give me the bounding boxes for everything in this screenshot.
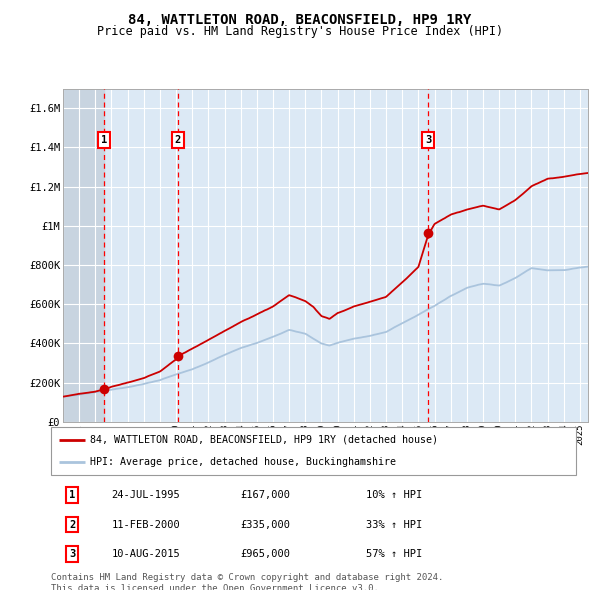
Text: 10-AUG-2015: 10-AUG-2015 — [112, 549, 180, 559]
Text: 84, WATTLETON ROAD, BEACONSFIELD, HP9 1RY: 84, WATTLETON ROAD, BEACONSFIELD, HP9 1R… — [128, 13, 472, 27]
Text: 24-JUL-1995: 24-JUL-1995 — [112, 490, 180, 500]
Text: 33% ↑ HPI: 33% ↑ HPI — [366, 520, 422, 529]
Text: 3: 3 — [69, 549, 75, 559]
Text: 2: 2 — [175, 135, 181, 145]
Text: HPI: Average price, detached house, Buckinghamshire: HPI: Average price, detached house, Buck… — [91, 457, 397, 467]
Text: 1: 1 — [69, 490, 75, 500]
Text: 3: 3 — [425, 135, 431, 145]
FancyBboxPatch shape — [51, 427, 576, 475]
Text: 10% ↑ HPI: 10% ↑ HPI — [366, 490, 422, 500]
Bar — [63, 88, 104, 422]
Text: £335,000: £335,000 — [240, 520, 290, 529]
Text: £167,000: £167,000 — [240, 490, 290, 500]
Text: Contains HM Land Registry data © Crown copyright and database right 2024.
This d: Contains HM Land Registry data © Crown c… — [51, 573, 443, 590]
Text: 84, WATTLETON ROAD, BEACONSFIELD, HP9 1RY (detached house): 84, WATTLETON ROAD, BEACONSFIELD, HP9 1R… — [91, 435, 439, 445]
Text: Price paid vs. HM Land Registry's House Price Index (HPI): Price paid vs. HM Land Registry's House … — [97, 25, 503, 38]
Text: 57% ↑ HPI: 57% ↑ HPI — [366, 549, 422, 559]
Text: £965,000: £965,000 — [240, 549, 290, 559]
Bar — [63, 88, 104, 422]
Text: 1: 1 — [101, 135, 107, 145]
Text: 2: 2 — [69, 520, 75, 529]
Text: 11-FEB-2000: 11-FEB-2000 — [112, 520, 180, 529]
